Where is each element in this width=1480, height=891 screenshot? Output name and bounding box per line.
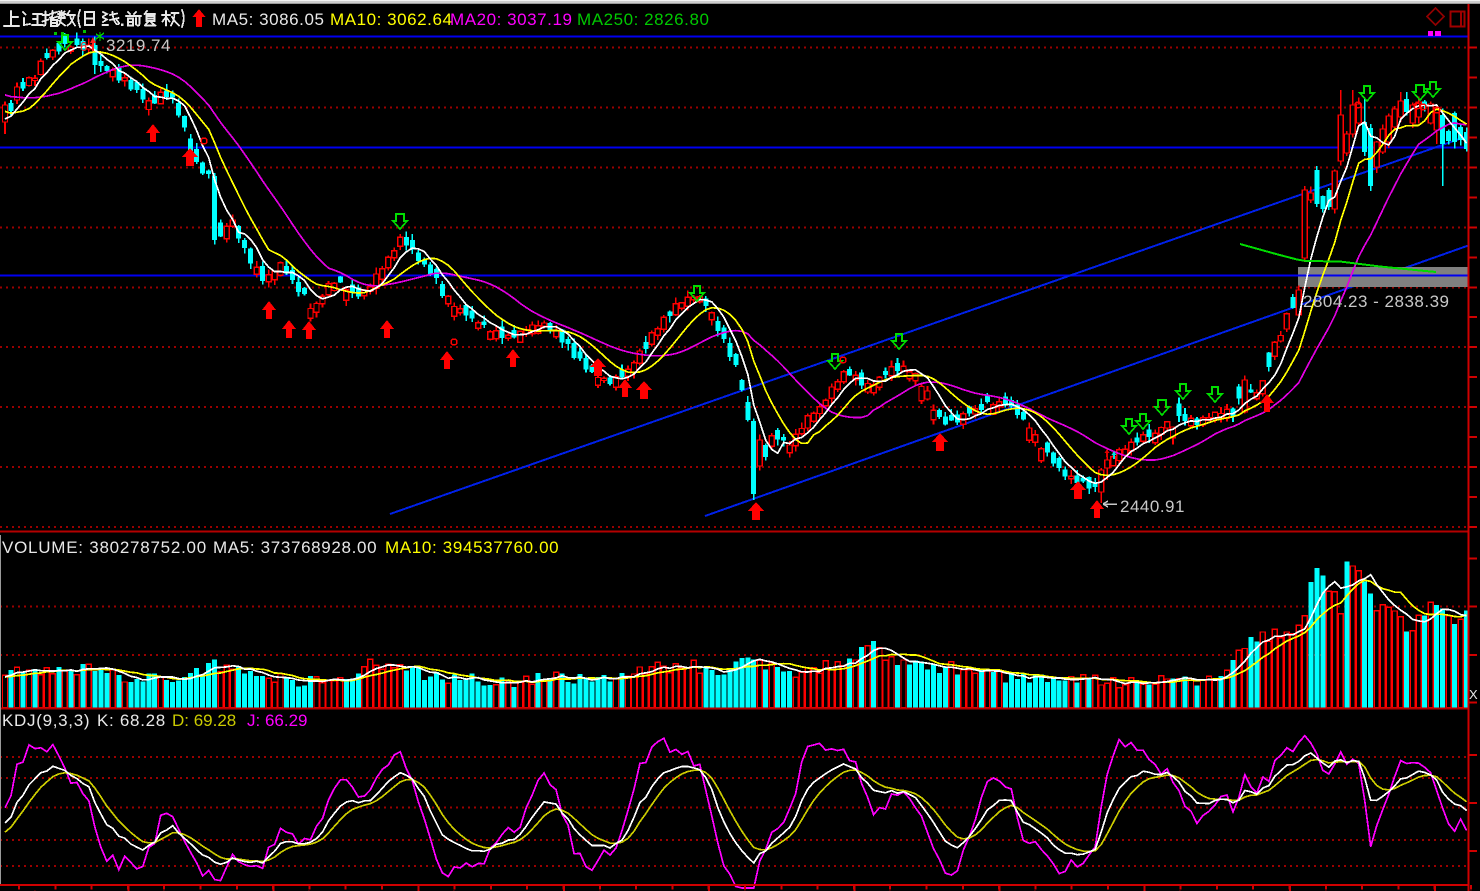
- svg-text:2018/08: 2018/08: [568, 888, 615, 891]
- svg-text:2018/06: 2018/06: [277, 888, 324, 891]
- svg-text:2018/11: 2018/11: [1003, 888, 1049, 891]
- svg-text:2018/12: 2018/12: [1148, 888, 1195, 891]
- svg-text:VOLUME: 380278752.00: VOLUME: 380278752.00: [2, 538, 207, 557]
- svg-text:MA10: 394537760.00: MA10: 394537760.00: [385, 538, 559, 557]
- svg-text:D: 69.28: D: 69.28: [172, 711, 236, 730]
- svg-text:2018/05: 2018/05: [132, 888, 179, 891]
- svg-text:MA250: 2826.80: MA250: 2826.80: [577, 10, 709, 29]
- svg-text:2440.91: 2440.91: [1120, 497, 1185, 516]
- svg-text:J: 66.29: J: 66.29: [247, 711, 308, 730]
- svg-text:6: 6: [80, 39, 87, 54]
- svg-text:X: X: [1469, 687, 1478, 702]
- svg-text:MA5: 3086.05: MA5: 3086.05: [212, 10, 324, 29]
- svg-text:MA20: 3037.19: MA20: 3037.19: [450, 10, 572, 29]
- svg-text:2018/10: 2018/10: [858, 888, 905, 891]
- svg-text:2804.23 - 2838.39: 2804.23 - 2838.39: [1303, 292, 1450, 311]
- svg-text:2018/04: 2018/04: [3, 888, 50, 891]
- svg-text:KDJ(9,3,3): KDJ(9,3,3): [2, 711, 90, 730]
- svg-text:K: 68.28: K: 68.28: [97, 711, 166, 730]
- svg-text:2018/09: 2018/09: [713, 888, 760, 891]
- svg-text:2018/07: 2018/07: [422, 888, 469, 891]
- svg-text:MA10: 3062.64: MA10: 3062.64: [330, 10, 452, 29]
- svg-text:2019/02: 2019/02: [1439, 888, 1480, 891]
- svg-text:3219.74: 3219.74: [106, 36, 171, 55]
- svg-text:2019/01: 2019/01: [1294, 888, 1341, 891]
- svg-text:MA5: 373768928.00: MA5: 373768928.00: [213, 538, 377, 557]
